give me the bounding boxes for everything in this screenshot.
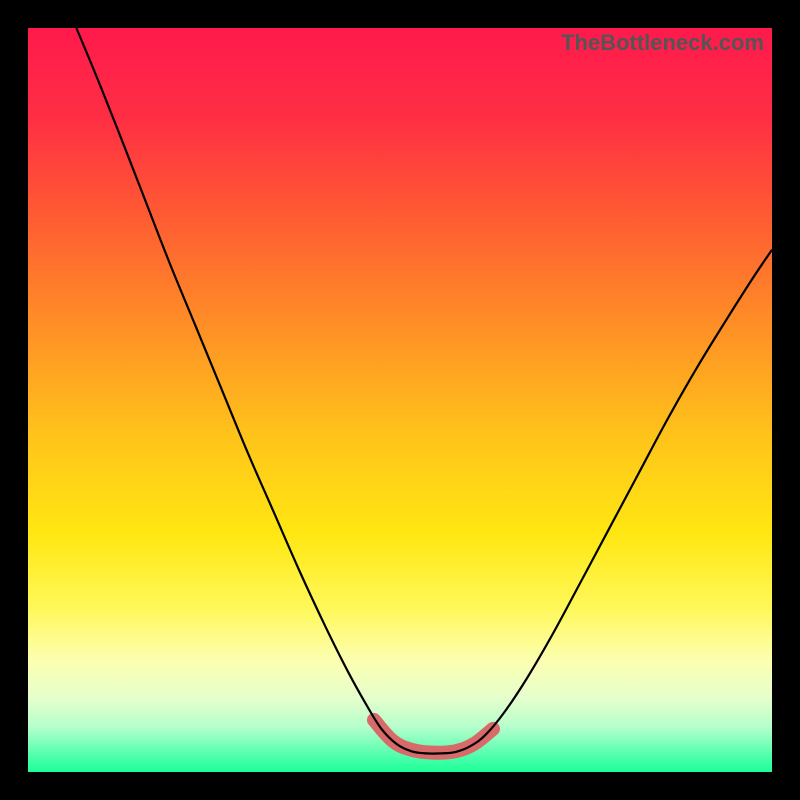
chart-frame: TheBottleneck.com xyxy=(0,0,800,800)
gradient-background xyxy=(28,28,772,772)
plot-area xyxy=(28,28,772,772)
chart-svg xyxy=(28,28,772,772)
attribution-text: TheBottleneck.com xyxy=(561,30,764,56)
